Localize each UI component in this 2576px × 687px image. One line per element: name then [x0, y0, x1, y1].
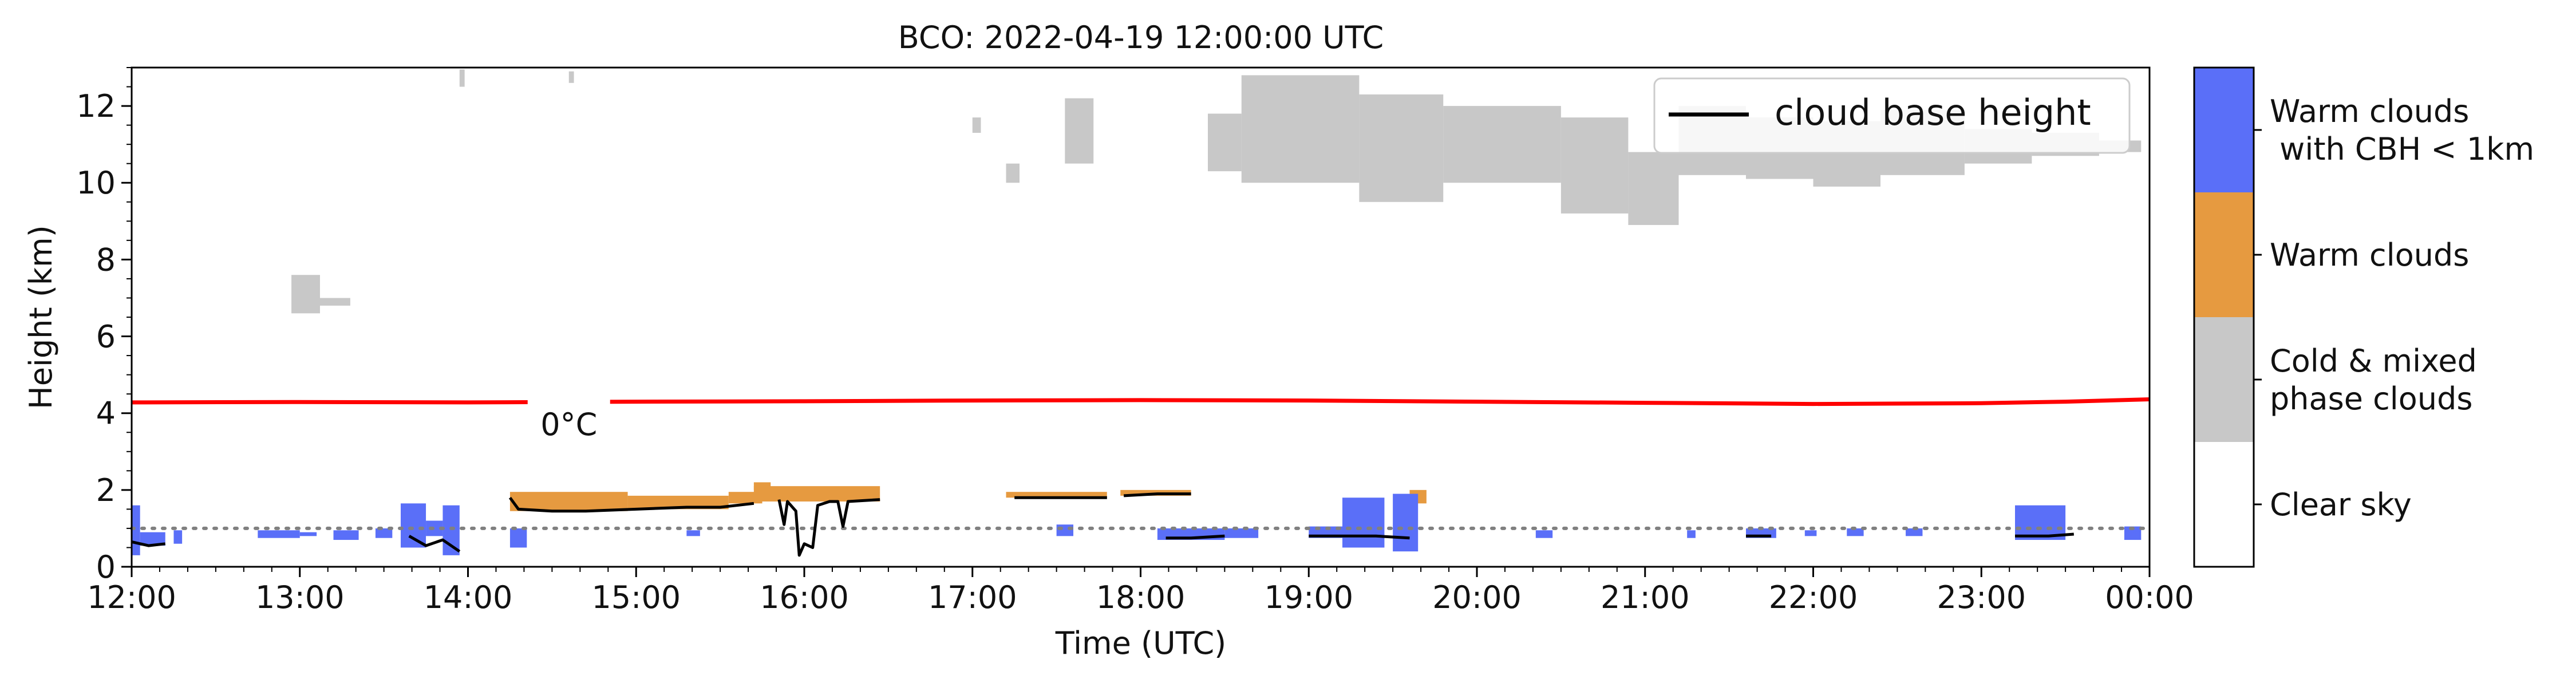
cloud-region-warm-low: [1393, 493, 1419, 552]
cloud-region-warm-low: [132, 505, 140, 555]
colorbar-label: Warm clouds with CBH < 1km: [2270, 93, 2534, 167]
category-colorbar: Clear sky Cold & mixed phase clouds Warm cl…: [2193, 66, 2534, 568]
cloud-base-height-segment: [508, 496, 754, 513]
x-axis-label: Time (UTC): [1055, 625, 1227, 661]
cloud-region-warm-low: [333, 530, 359, 540]
x-tick-label: 17:00: [928, 579, 1017, 615]
legend-label-cloud-base-height: cloud base height: [1775, 92, 2091, 133]
cloud-region-warm-low: [1535, 530, 1553, 538]
colorbar-label-line: Warm clouds: [2270, 237, 2469, 273]
cloud-region-warm-low: [258, 530, 300, 538]
freezing-label-gap: [527, 397, 610, 407]
cloud-region-warm-low: [1804, 530, 1817, 536]
cloud-base-height-segment: [1165, 534, 1225, 540]
cloud-base-height-segment: [132, 540, 165, 547]
cloud-region-warm: [509, 492, 628, 511]
cloud-region-warm-low: [1342, 498, 1385, 548]
y-axis-ticks: 0 2 4 6 8 10 12: [76, 67, 132, 585]
freezing-level-label: 0°C: [540, 406, 597, 443]
cloud-region-cold-mixed: [459, 69, 465, 87]
cloud-base-height-segment: [1123, 492, 1191, 498]
legend-box: cloud base height: [1653, 77, 2131, 154]
y-axis-label: Height (km): [23, 225, 59, 409]
cloud-region-cold-mixed: [291, 275, 320, 314]
freezing-level-line: [131, 397, 2150, 406]
cloud-region-cold-mixed: [972, 117, 981, 133]
cloud-region-warm-low: [1056, 524, 1073, 536]
cloud-region-warm-low: [686, 530, 700, 536]
colorbar-label-line: phase clouds: [2270, 381, 2472, 417]
cloud-region-warm-low: [1906, 528, 1923, 536]
cloud-region-warm-low: [2124, 526, 2142, 540]
cloud-region-warm-low: [375, 528, 393, 538]
x-tick-label: 16:00: [760, 579, 849, 615]
y-tick-label: 0: [96, 549, 116, 585]
x-tick-label: 21:00: [1601, 579, 1690, 615]
cloud-region-warm-low: [442, 505, 460, 555]
x-tick-label: 15:00: [591, 579, 681, 615]
cloud-region-cold-mixed: [320, 298, 350, 306]
y-tick-label: 4: [96, 396, 116, 432]
colorbar-label-line: Cold & mixed: [2270, 343, 2477, 379]
colorbar-label-line: with CBH < 1km: [2270, 131, 2534, 167]
colorbar-label: Warm clouds: [2270, 237, 2469, 273]
cloud-region-warm: [1006, 492, 1107, 498]
colorbar-label-line: Clear sky: [2270, 487, 2412, 523]
colorbar-frame: [2193, 66, 2255, 568]
colorbar-segment: [2194, 317, 2254, 442]
x-axis-ticks: 12:00 13:00 14:00 15:00 16:00 17:00 18:00 19:00…: [87, 567, 2194, 615]
colorbar-label: Clear sky: [2270, 487, 2412, 523]
cloud-region-warm-low: [1847, 528, 1864, 536]
cloud-region-warm-low: [299, 532, 317, 536]
cloud-region-cold-mixed: [1006, 163, 1020, 183]
cloud-region-warm-low: [1224, 528, 1259, 538]
cloud-base-height-layer: [132, 492, 2074, 557]
cloud-region-cold-mixed: [1241, 75, 1360, 183]
cloud-region-warm-low: [509, 528, 527, 548]
x-tick-label: 20:00: [1432, 579, 1522, 615]
x-tick-label: 23:00: [1937, 579, 2026, 615]
cloud-base-height-segment: [2015, 532, 2074, 538]
x-tick-label: 12:00: [87, 579, 176, 615]
cloud-region-warm-low: [140, 532, 165, 546]
cloud-region-cold-mixed: [1560, 117, 1629, 214]
cloud-region-cold-mixed: [1208, 113, 1242, 172]
cloud-region-warm-low: [173, 530, 183, 544]
cloud-region-cold-mixed: [1359, 94, 1444, 202]
x-tick-label: 19:00: [1264, 579, 1353, 615]
cloud-base-height-segment: [408, 535, 461, 553]
colorbar-label-line: Warm clouds: [2270, 93, 2469, 129]
cloud-region-cold-mixed: [568, 71, 574, 83]
cloud-region-warm-low: [1687, 530, 1696, 538]
x-tick-label: 13:00: [255, 579, 345, 615]
cloud-region-warm-low: [401, 503, 426, 548]
cloud-region-cold-mixed: [1065, 98, 1094, 164]
colorbar-label: Cold & mixed phase clouds: [2270, 343, 2477, 417]
y-tick-label: 12: [76, 88, 116, 124]
cloud-region-warm: [753, 486, 880, 502]
cloud-base-height-segment: [777, 498, 880, 557]
x-tick-label: 14:00: [424, 579, 513, 615]
legend-frame: [1653, 77, 2131, 154]
chart-title: BCO: 2022-04-19 12:00:00 UTC: [898, 19, 1384, 56]
y-tick-label: 6: [96, 319, 116, 355]
x-tick-label: 22:00: [1769, 579, 1858, 615]
colorbar-segment: [2194, 68, 2254, 192]
y-tick-label: 10: [76, 165, 116, 201]
x-tick-label: 00:00: [2105, 579, 2194, 615]
colorbar-segment: [2194, 192, 2254, 317]
x-tick-label: 18:00: [1096, 579, 1186, 615]
cloud-region-cold-mixed: [1443, 106, 1561, 183]
colorbar-segment: [2194, 442, 2254, 567]
cloud-region-cold-mixed: [1628, 152, 1679, 226]
y-tick-label: 8: [96, 242, 116, 278]
cloud-base-height-segment: [1309, 534, 1410, 540]
y-tick-label: 2: [96, 472, 116, 508]
